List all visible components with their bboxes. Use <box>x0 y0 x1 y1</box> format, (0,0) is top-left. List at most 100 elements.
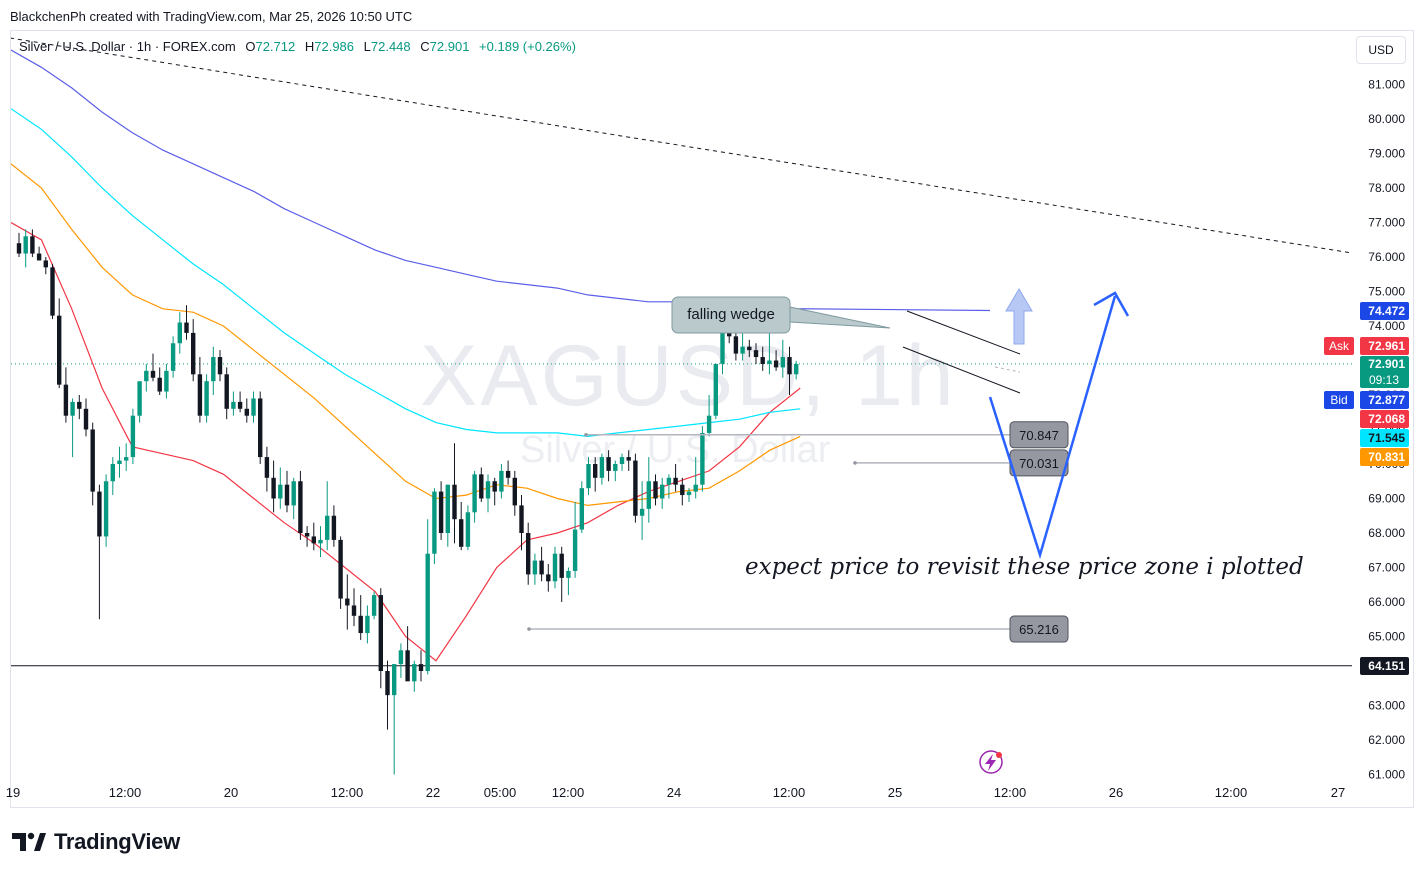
candle-body <box>177 322 182 344</box>
time-axis-label: 12:00 <box>331 785 364 800</box>
candle-body <box>197 374 203 416</box>
price-tag-value: 72.068 <box>1368 412 1405 426</box>
price-tag <box>1360 429 1409 447</box>
price-tag <box>1360 391 1409 409</box>
price-axis-label: 77.000 <box>1368 216 1405 230</box>
candle-body <box>345 598 350 606</box>
candle-body <box>398 650 404 665</box>
price-tag <box>1360 302 1409 320</box>
projection-arrowhead <box>1093 291 1130 317</box>
price-axis-label: 75.000 <box>1368 285 1405 299</box>
candle-body <box>760 357 765 364</box>
legend-open-label: O <box>245 39 256 54</box>
candle-body <box>552 553 558 582</box>
candle-body <box>170 343 176 371</box>
candle-body <box>70 401 75 416</box>
candle-body <box>224 374 229 409</box>
legend-close: 72.901 <box>429 39 470 54</box>
symbol-legend: Silver / U.S. Dollar · 1h · FOREX.com O 7… <box>19 39 576 54</box>
candle-body <box>351 605 357 616</box>
moving-average-3 <box>11 108 801 438</box>
candle-body <box>706 415 712 433</box>
candle-body <box>331 515 337 540</box>
candle-body <box>720 332 725 364</box>
chart-frame <box>10 30 1414 808</box>
price-axis-label: 68.000 <box>1368 526 1405 540</box>
candle-body <box>499 470 504 492</box>
price-axis-label: 81.000 <box>1368 78 1405 92</box>
legend-low-label: L <box>363 39 371 54</box>
candle-body <box>733 336 739 354</box>
zone-label-text: 70.847 <box>1019 428 1059 443</box>
wedge-projection <box>994 366 1021 373</box>
annotation-note: expect price to revisit these price zone… <box>745 554 1304 580</box>
candle-body <box>365 615 370 634</box>
time-axis-label: 12:00 <box>1215 785 1248 800</box>
tradingview-logo[interactable]: TradingView <box>12 829 180 855</box>
time-axis-label: 27 <box>1331 785 1345 800</box>
time-axis-label: 24 <box>667 785 681 800</box>
candle-body <box>77 401 82 409</box>
zone-label-text: 65.216 <box>1019 622 1059 637</box>
candle-body <box>284 484 290 506</box>
candle-body <box>653 481 658 499</box>
candle-body <box>526 533 531 575</box>
candle-body <box>532 560 538 575</box>
price-axis: 61.00062.00063.00064.00065.00066.00067.0… <box>1324 78 1409 782</box>
candle-body <box>103 481 109 537</box>
candle-body <box>110 464 115 482</box>
candle-body <box>204 381 209 416</box>
time-axis-label: 19 <box>6 785 20 800</box>
legend-high: 72.986 <box>314 39 355 54</box>
candle-body <box>693 484 698 492</box>
candle-body <box>539 560 544 575</box>
candle-body <box>633 460 638 516</box>
candle-body <box>338 539 343 599</box>
candle-body <box>606 457 611 471</box>
tradingview-logo-icon <box>12 832 46 851</box>
price-tag-value: 64.151 <box>1368 659 1405 673</box>
currency-button[interactable]: USD <box>1356 36 1406 64</box>
candle-body <box>191 332 196 375</box>
legend-change: +0.189 (+0.26%) <box>479 39 576 54</box>
chart-credit: BlackchenPh created with TradingView.com… <box>10 9 413 24</box>
price-axis-label: 67.000 <box>1368 561 1405 575</box>
candle-body <box>237 401 243 409</box>
candle-body <box>124 457 129 461</box>
moving-average-extension <box>800 308 991 312</box>
price-axis-label: 78.000 <box>1368 181 1405 195</box>
candle-body <box>452 484 457 520</box>
candle-body <box>639 508 645 516</box>
price-tag-value: 72.901 <box>1368 357 1405 371</box>
legend-close-label: C <box>420 39 430 54</box>
legend-low: 72.448 <box>370 39 411 54</box>
candle-body <box>505 470 511 478</box>
time-axis-label: 25 <box>888 785 902 800</box>
candle-body <box>593 464 598 478</box>
price-tag <box>1360 337 1409 355</box>
candle-body <box>97 491 102 537</box>
time-axis-label: 05:00 <box>484 785 517 800</box>
candle-body <box>36 253 42 261</box>
candle-body <box>304 533 310 537</box>
candle-body <box>385 671 390 696</box>
symbol-description[interactable]: Silver / U.S. Dollar · 1h · FOREX.com <box>19 39 236 54</box>
candle-body <box>418 664 424 671</box>
candle-body <box>586 464 591 489</box>
candle-body <box>157 377 162 392</box>
time-axis-label: 12:00 <box>773 785 806 800</box>
candle-body <box>271 477 276 499</box>
candle-body <box>579 488 584 530</box>
candle-body <box>130 415 136 458</box>
candle-body <box>358 615 363 634</box>
candle-body <box>217 357 223 375</box>
candle-body <box>57 315 62 385</box>
candle-body <box>686 491 692 496</box>
price-tag-side <box>1324 337 1354 355</box>
price-axis-label: 61.000 <box>1368 768 1405 782</box>
price-tag <box>1360 356 1409 388</box>
candle-body <box>713 363 718 416</box>
wedge-upper-line <box>906 310 1021 355</box>
